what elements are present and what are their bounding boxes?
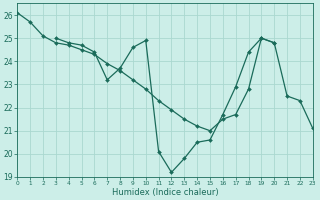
X-axis label: Humidex (Indice chaleur): Humidex (Indice chaleur) [112,188,218,197]
